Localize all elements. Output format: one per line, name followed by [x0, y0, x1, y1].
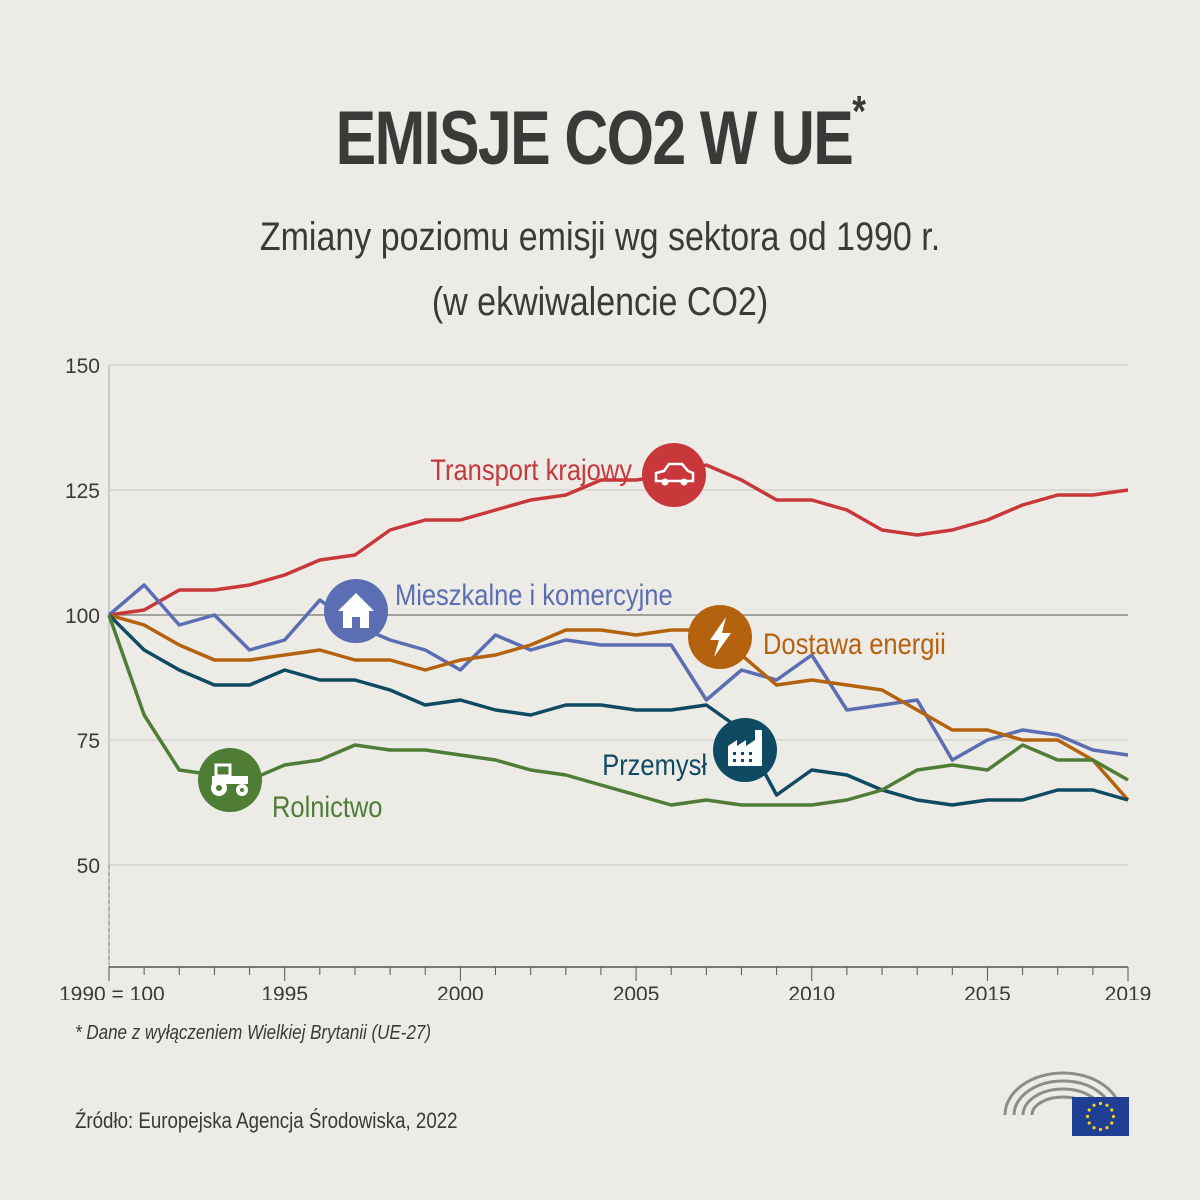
tractor-icon	[198, 748, 262, 812]
series-label: Dostawa energii	[763, 627, 946, 660]
x-tick-label: 2015	[964, 983, 1011, 1000]
x-tick-label: 1995	[261, 983, 308, 1000]
house-icon	[324, 579, 388, 643]
series-line-1	[107, 583, 1129, 762]
series-label: Przemysł	[602, 748, 707, 781]
lightning-icon	[688, 605, 752, 669]
european-parliament-logo	[1003, 1071, 1129, 1136]
x-tick-label: 2005	[613, 983, 660, 1000]
y-tick-label: 100	[65, 605, 100, 628]
y-tick-label: 125	[65, 480, 100, 503]
title-asterisk: *	[852, 87, 866, 136]
series-line-2	[108, 613, 1130, 802]
subtitle-line1: Zmiany poziomu emisji wg sektora od 1990…	[259, 215, 941, 259]
subtitle-line2: (w ekwiwalencie CO2)	[431, 280, 769, 324]
series-line-3	[107, 613, 1129, 807]
series-label: Transport krajowy	[430, 453, 632, 486]
series-line-4	[107, 614, 1129, 807]
series-label: Mieszkalne i komercyjne	[395, 578, 673, 611]
series-label: Rolnictwo	[272, 790, 382, 823]
x-tick-label: 2019	[1105, 983, 1152, 1000]
series-line-0	[108, 463, 1129, 617]
y-tick-label: 50	[77, 855, 100, 878]
y-tick-label: 75	[77, 730, 100, 753]
page-title: EMISJE CO2 W UE*	[335, 87, 866, 181]
line-chart: 50 75 100 125 150 1990 = 100 1995 2000 2005 2010 2…	[59, 355, 1152, 1000]
car-icon	[642, 443, 706, 507]
icon-circle	[642, 443, 706, 507]
footnote: * Dane z wyłączeniem Wielkiej Brytanii (…	[75, 1022, 432, 1044]
x-tick-label: 2000	[437, 983, 484, 1000]
y-tick-label: 150	[65, 355, 100, 378]
source-text: Źródło: Europejska Agencja Środowiska, 2…	[75, 1108, 458, 1133]
factory-icon	[713, 718, 777, 782]
x-tick-label: 1990 = 100	[59, 983, 165, 1000]
x-tick-label: 2010	[788, 983, 835, 1000]
